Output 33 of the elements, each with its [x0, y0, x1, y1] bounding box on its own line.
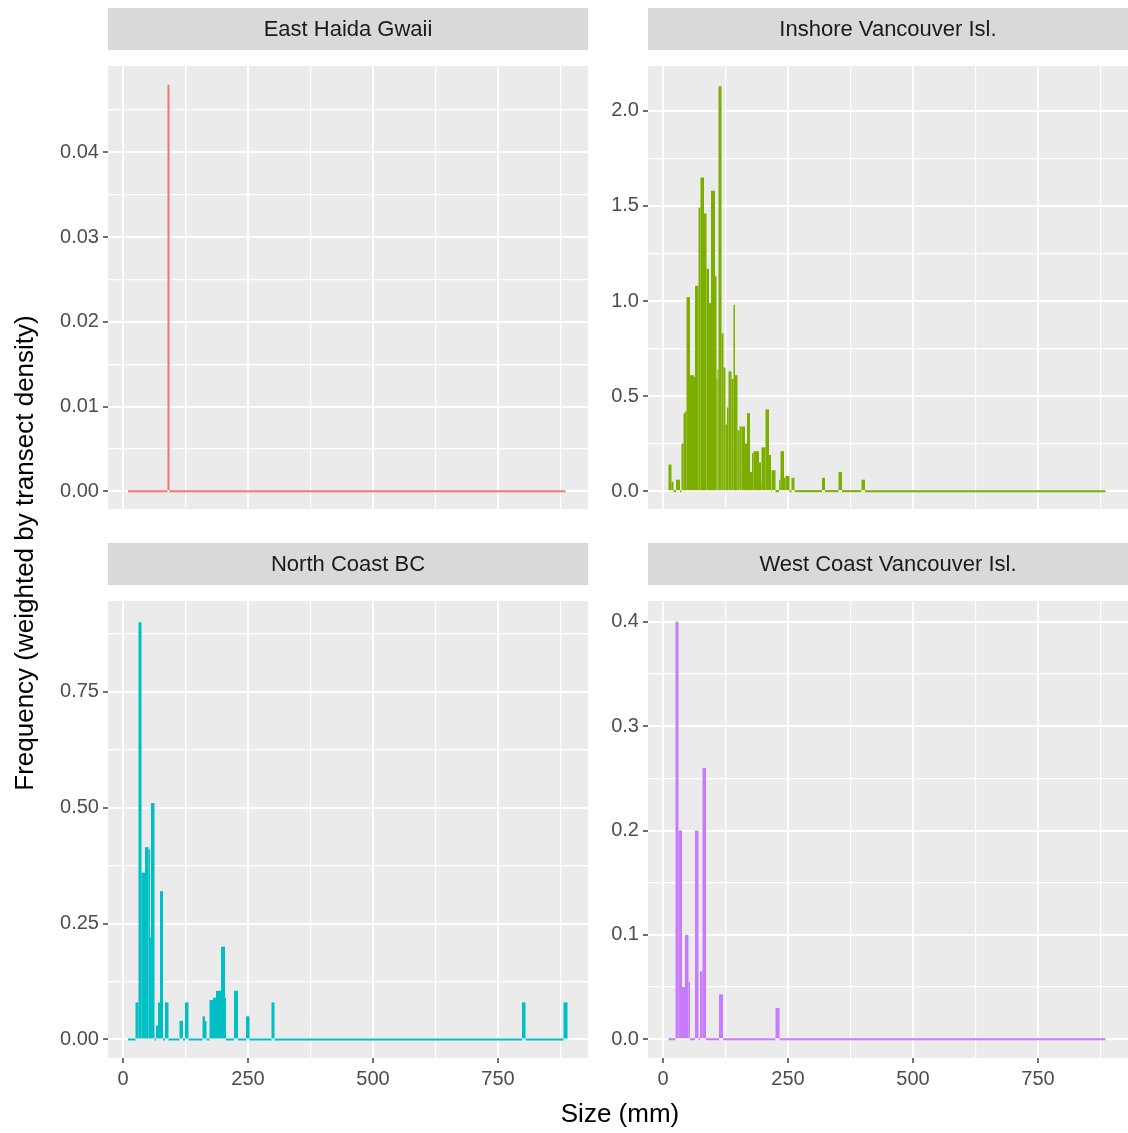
y-tick-label: 0.0 — [611, 1026, 639, 1049]
chart-title: West Coast Vancouver Isl. — [648, 543, 1128, 585]
x-tick-label: 0 — [117, 1066, 129, 1089]
y-tick-label: 0.04 — [60, 139, 99, 162]
y-tick-label: 0.01 — [60, 394, 99, 417]
x-tick-label: 250 — [231, 1066, 265, 1089]
chart-title: North Coast BC — [108, 543, 588, 585]
y-tick-label: 0.0 — [611, 478, 639, 501]
x-axis-title: Size (mm) — [560, 1097, 680, 1129]
y-tick-label: 0.2 — [611, 818, 639, 841]
y-tick-label: 0.02 — [60, 309, 99, 332]
y-tick-label: 1.5 — [611, 193, 639, 216]
y-tick-label: 0.1 — [611, 922, 639, 945]
y-tick-label: 0.5 — [611, 383, 639, 406]
x-tick-label: 750 — [481, 1066, 515, 1089]
y-tick-label: 0.03 — [60, 224, 99, 247]
y-tick-label: 1.0 — [611, 288, 639, 311]
chart-title: East Haida Gwaii — [108, 8, 588, 50]
y-tick-label: 0.50 — [60, 795, 99, 818]
y-axis-title: Frequency (weighted by transect density) — [8, 315, 40, 791]
x-tick-label: 500 — [356, 1066, 390, 1089]
y-tick-label: 0.75 — [60, 679, 99, 702]
chart-title: Inshore Vancouver Isl. — [648, 8, 1128, 50]
y-tick-label: 0.4 — [611, 609, 639, 632]
x-tick-label: 750 — [1021, 1066, 1055, 1089]
y-tick-label: 0.00 — [60, 1026, 99, 1049]
x-tick-label: 250 — [771, 1066, 805, 1089]
y-tick-label: 2.0 — [611, 98, 639, 121]
x-tick-label: 500 — [896, 1066, 930, 1089]
x-tick-label: 0 — [657, 1066, 669, 1089]
y-tick-label: 0.25 — [60, 911, 99, 934]
y-tick-label: 0.3 — [611, 713, 639, 736]
y-tick-label: 0.00 — [60, 478, 99, 501]
